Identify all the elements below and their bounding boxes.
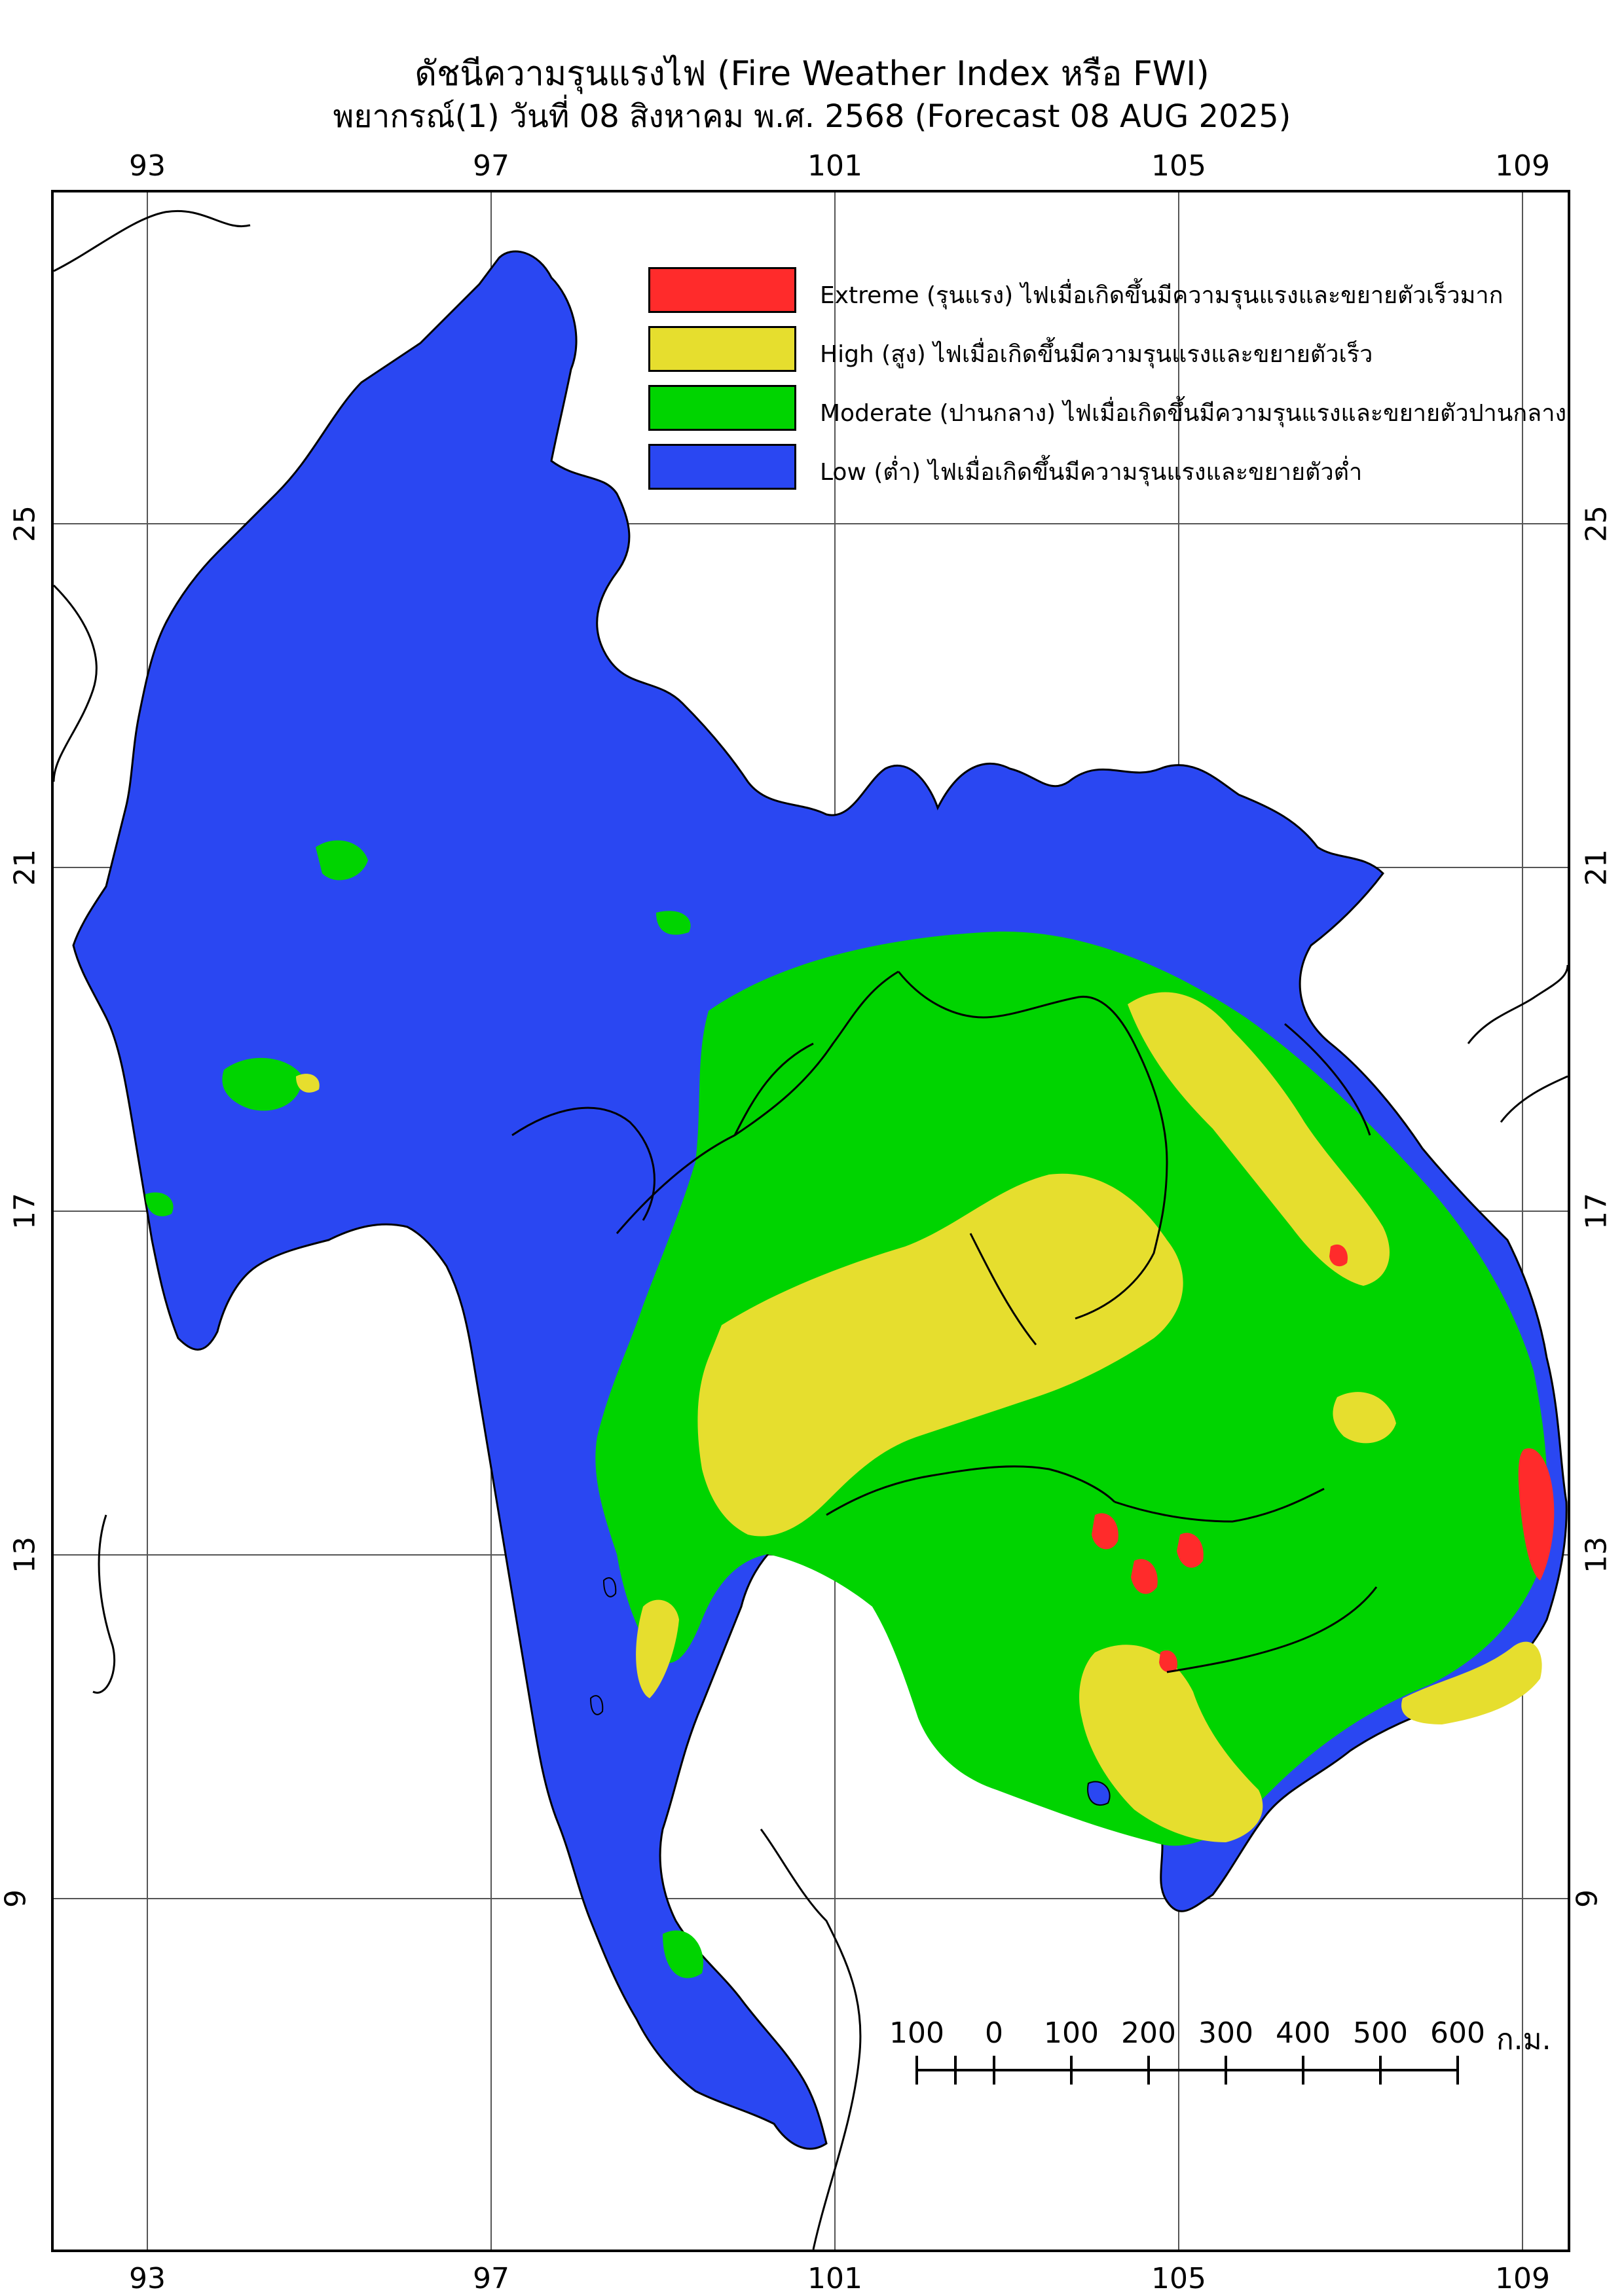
legend-item-moderate: Moderate (ปานกลาง) ไฟเมื่อเกิดขึ้นมีความ…	[648, 385, 1567, 437]
legend-item-extreme: Extreme (รุนแรง) ไฟเมื่อเกิดขึ้นมีความรุ…	[648, 267, 1565, 319]
legend-label-low: Low (ต่ำ) ไฟเมื่อเกิดขึ้นมีความรุนแรงและ…	[820, 459, 1363, 486]
lon-tick-top: 109	[1495, 149, 1550, 183]
lon-tick-bottom: 105	[1151, 2262, 1206, 2295]
lat-tick-right: 25	[1579, 505, 1614, 542]
lon-tick-bottom: 97	[473, 2262, 509, 2295]
scale-label: 600	[1430, 2016, 1485, 2050]
scale-label: 400	[1276, 2016, 1331, 2050]
map-subtitle: พยากรณ์(1) วันที่ 08 สิงหาคม พ.ศ. 2568 (…	[333, 98, 1291, 135]
fwi-map	[54, 192, 1568, 2250]
legend-swatch-high	[648, 326, 796, 372]
lon-tick-top: 101	[807, 149, 862, 183]
scale-unit: ก.ม.	[1496, 2023, 1551, 2056]
lat-tick-right: 21	[1579, 849, 1614, 886]
map-frame	[51, 190, 1570, 2252]
legend-swatch-extreme	[648, 267, 796, 313]
lat-tick-right: 13	[1579, 1537, 1614, 1573]
lat-tick-left: 21	[8, 849, 42, 886]
scale-label: 0	[985, 2016, 1003, 2050]
scale-label: 100	[1044, 2016, 1099, 2050]
lat-tick-right: 17	[1579, 1193, 1614, 1230]
map-title: ดัชนีความรุนแรงไฟ (Fire Weather Index หร…	[415, 54, 1209, 94]
lon-tick-top: 93	[129, 149, 166, 183]
country-borders	[511, 970, 1378, 1673]
fwi-high-areas	[296, 992, 1542, 1842]
legend-label-extreme: Extreme (รุนแรง) ไฟเมื่อเกิดขึ้นมีความรุ…	[820, 282, 1504, 309]
lon-tick-bottom: 101	[807, 2262, 862, 2295]
scale-label: 100	[889, 2016, 944, 2050]
fwi-extreme-areas	[1092, 1244, 1555, 1673]
lat-tick-left: 9	[0, 1889, 33, 1908]
lon-tick-top: 97	[473, 149, 509, 183]
legend-item-low: Low (ต่ำ) ไฟเมื่อเกิดขึ้นมีความรุนแรงและ…	[648, 444, 1565, 496]
legend-swatch-moderate	[648, 385, 796, 431]
scale-label: 200	[1121, 2016, 1176, 2050]
scale-bar: 100 0 100 200 300 400 500 600 ก.ม.	[877, 2016, 1585, 2095]
lon-tick-top: 105	[1151, 149, 1206, 183]
lat-tick-left: 13	[8, 1537, 42, 1573]
lat-tick-right: 9	[1570, 1889, 1604, 1908]
legend-label-moderate: Moderate (ปานกลาง) ไฟเมื่อเกิดขึ้นมีความ…	[820, 400, 1567, 427]
lon-tick-bottom: 93	[129, 2262, 166, 2295]
legend-swatch-low	[648, 444, 796, 490]
lat-tick-left: 17	[8, 1193, 42, 1230]
legend-item-high: High (สูง) ไฟเมื่อเกิดขึ้นมีความรุนแรงแล…	[648, 326, 1565, 378]
scale-label: 500	[1353, 2016, 1408, 2050]
scale-bar-line	[915, 2056, 1459, 2085]
lat-tick-left: 25	[8, 505, 42, 542]
lon-tick-bottom: 109	[1495, 2262, 1550, 2295]
neighbour-coastlines	[54, 210, 1568, 2250]
legend-label-high: High (สูง) ไฟเมื่อเกิดขึ้นมีความรุนแรงแล…	[820, 341, 1373, 368]
scale-label: 300	[1198, 2016, 1253, 2050]
islands	[589, 1577, 1111, 1806]
